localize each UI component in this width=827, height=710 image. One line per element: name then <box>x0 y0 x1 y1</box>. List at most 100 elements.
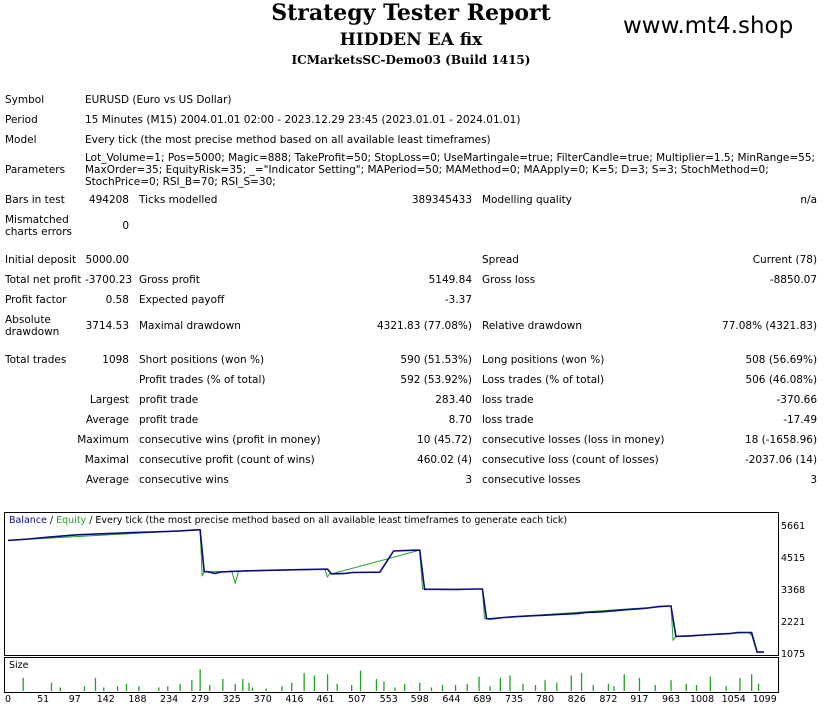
short-label: Short positions (won %) <box>139 354 265 366</box>
gross-loss-label: Gross loss <box>482 274 536 286</box>
size-bar <box>638 677 641 691</box>
x-tick-label: 963 <box>661 694 681 705</box>
ea-name: HIDDEN EA fix <box>339 30 483 50</box>
size-bar <box>685 683 687 691</box>
balance-line <box>7 529 764 653</box>
maxdd-value: 4321.83 (77.08%) <box>377 320 472 332</box>
size-bar <box>234 683 236 691</box>
size-bar <box>116 686 119 691</box>
balance-chart-plot <box>7 529 764 653</box>
legend-balance: Balance <box>9 515 47 526</box>
largest-label: Largest <box>89 394 129 406</box>
size-bar <box>592 685 594 691</box>
ltrades-label: Loss trades (% of total) <box>482 374 605 386</box>
size-chart: Size <box>4 657 779 693</box>
gross-loss-value: -8850.07 <box>769 274 818 286</box>
size-bar <box>454 685 457 691</box>
absdd-label: Absolute drawdown <box>5 314 60 338</box>
row-period: Period 15 Minutes (M15) 2004.01.01 02:00… <box>0 110 822 130</box>
size-bar <box>179 683 181 691</box>
report-title: Strategy Tester Report <box>271 0 551 26</box>
x-tick-label: 461 <box>316 694 335 705</box>
net-value: -3700.23 <box>85 274 133 286</box>
x-tick-label: 1054 <box>721 694 746 705</box>
size-bar <box>613 686 615 691</box>
size-bar <box>94 677 97 691</box>
quality-label: Modelling quality <box>482 194 572 206</box>
size-bar <box>209 685 211 691</box>
size-bar <box>303 673 305 691</box>
row-trades: Total trades 1098 Short positions (won %… <box>0 350 822 370</box>
maximal-cprofit-label: consecutive profit (count of wins) <box>139 454 315 466</box>
y-tick-label: 5661 <box>781 521 806 532</box>
row-parameters: Parameters Lot_Volume=1; Pos=5000; Magic… <box>0 150 822 190</box>
x-tick-label: 735 <box>504 694 524 705</box>
quality-value: n/a <box>800 194 818 206</box>
mismatch-label: Mismatched charts errors <box>5 214 72 238</box>
x-tick-label: 872 <box>599 694 618 705</box>
size-bar <box>199 669 201 691</box>
size-bar <box>430 687 433 691</box>
pf-value: 0.58 <box>105 294 129 306</box>
size-bar <box>534 685 537 691</box>
legend-description: / Every tick (the most precise method ba… <box>86 515 568 526</box>
reldd-value: 77.08% (4321.83) <box>722 320 818 332</box>
size-bar <box>499 677 501 691</box>
row-bars: Bars in test 494208 Ticks modelled 38934… <box>0 190 822 210</box>
x-tick-label: 598 <box>410 694 429 705</box>
short-value: 590 (51.53%) <box>400 354 472 366</box>
size-bar <box>556 682 558 691</box>
size-bar <box>336 683 338 691</box>
avg-cwins-label: consecutive wins <box>139 474 229 486</box>
row-maximum: Maximum consecutive wins (profit in mone… <box>0 430 822 450</box>
size-bar <box>138 686 140 691</box>
size-bar <box>242 679 244 691</box>
x-tick-label: 1008 <box>689 694 715 705</box>
size-bar <box>695 685 698 691</box>
x-tick-label: 188 <box>128 694 147 705</box>
row-drawdown: Absolute drawdown 3714.53 Maximal drawdo… <box>0 310 822 342</box>
size-bar <box>478 676 480 691</box>
avg-closs-label: consecutive losses <box>482 474 581 486</box>
watermark: www.mt4.shop <box>623 13 794 39</box>
size-bar <box>607 683 610 691</box>
avg-cwins-value: 3 <box>465 474 472 486</box>
x-tick-label: 553 <box>379 694 398 705</box>
size-bar <box>191 680 193 691</box>
size-bar <box>375 679 378 691</box>
trades-value: 1098 <box>102 354 129 366</box>
x-tick-label: 97 <box>68 694 81 705</box>
size-bar <box>313 675 316 691</box>
maximal-label: Maximal <box>84 454 129 466</box>
spread-label: Spread <box>482 254 519 266</box>
deposit-label: Initial deposit <box>5 254 77 266</box>
size-bar <box>419 682 421 691</box>
maximal-cprofit-value: 460.02 (4) <box>417 454 472 466</box>
payoff-label: Expected payoff <box>139 294 225 306</box>
largest-loss-label: loss trade <box>482 394 534 406</box>
x-tick-label: 644 <box>442 694 461 705</box>
average-profit-value: 8.70 <box>448 414 472 426</box>
size-bar <box>359 670 362 691</box>
symbol-value: EURUSD (Euro vs US Dollar) <box>85 94 232 106</box>
x-tick-label: 507 <box>348 694 367 705</box>
reldd-label: Relative drawdown <box>482 320 583 332</box>
bars-value: 494208 <box>88 194 129 206</box>
x-tick-label: 780 <box>535 694 555 705</box>
size-bar <box>709 676 711 691</box>
gross-profit-label: Gross profit <box>139 274 200 286</box>
maximal-closs-value: -2037.06 (14) <box>744 454 818 466</box>
size-bar <box>251 687 254 691</box>
size-bar <box>404 683 406 691</box>
deposit-value: 5000.00 <box>85 254 129 266</box>
row-profit-trades: Profit trades (% of total) 592 (53.92%) … <box>0 370 822 390</box>
size-bar <box>265 688 267 691</box>
size-label: Size <box>9 660 29 671</box>
y-tick-label: 2221 <box>781 617 806 628</box>
avg2-label: Average <box>85 474 129 486</box>
trades-label: Total trades <box>5 354 67 366</box>
size-bar <box>83 686 86 691</box>
equity-line <box>7 529 764 653</box>
size-bar <box>522 683 524 691</box>
long-value: 508 (56.69%) <box>745 354 818 366</box>
